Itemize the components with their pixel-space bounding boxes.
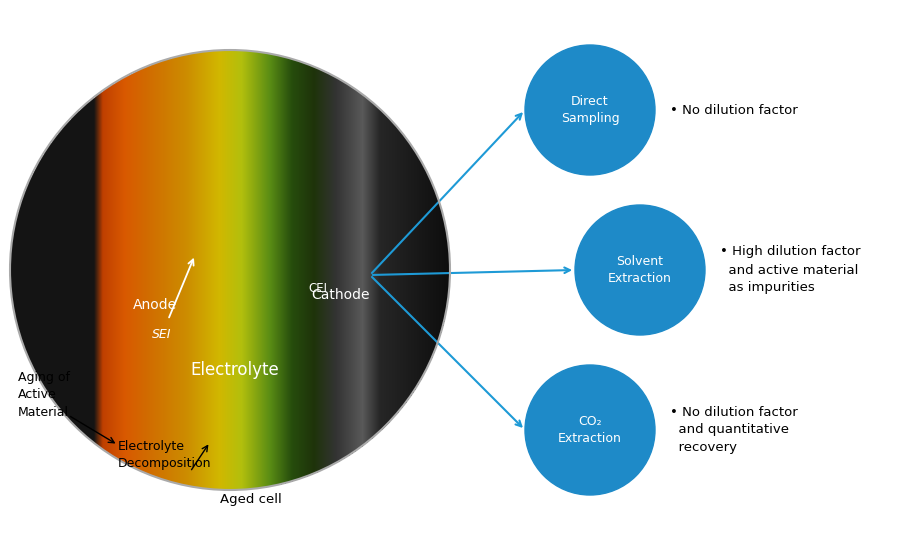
Circle shape [525, 45, 655, 175]
Text: Electrolyte
Decomposition: Electrolyte Decomposition [118, 440, 212, 470]
Text: • High dilution factor
  and active material
  as impurities: • High dilution factor and active materi… [720, 246, 860, 295]
Text: Electrolyte: Electrolyte [191, 361, 279, 379]
Text: SEI: SEI [152, 329, 172, 341]
Circle shape [525, 365, 655, 495]
Text: CO₂
Extraction: CO₂ Extraction [558, 415, 622, 445]
Text: CEI: CEI [309, 281, 328, 295]
Text: Cathode: Cathode [310, 288, 369, 302]
Text: Aged cell: Aged cell [220, 493, 282, 507]
Text: Solvent
Extraction: Solvent Extraction [608, 255, 672, 285]
Circle shape [575, 205, 705, 335]
Text: Aging of
Active
Material: Aging of Active Material [18, 372, 70, 418]
Text: • No dilution factor: • No dilution factor [670, 103, 797, 117]
Text: Anode: Anode [133, 298, 177, 312]
Text: • No dilution factor
  and quantitative
  recovery: • No dilution factor and quantitative re… [670, 406, 797, 455]
Text: Direct
Sampling: Direct Sampling [561, 95, 619, 125]
